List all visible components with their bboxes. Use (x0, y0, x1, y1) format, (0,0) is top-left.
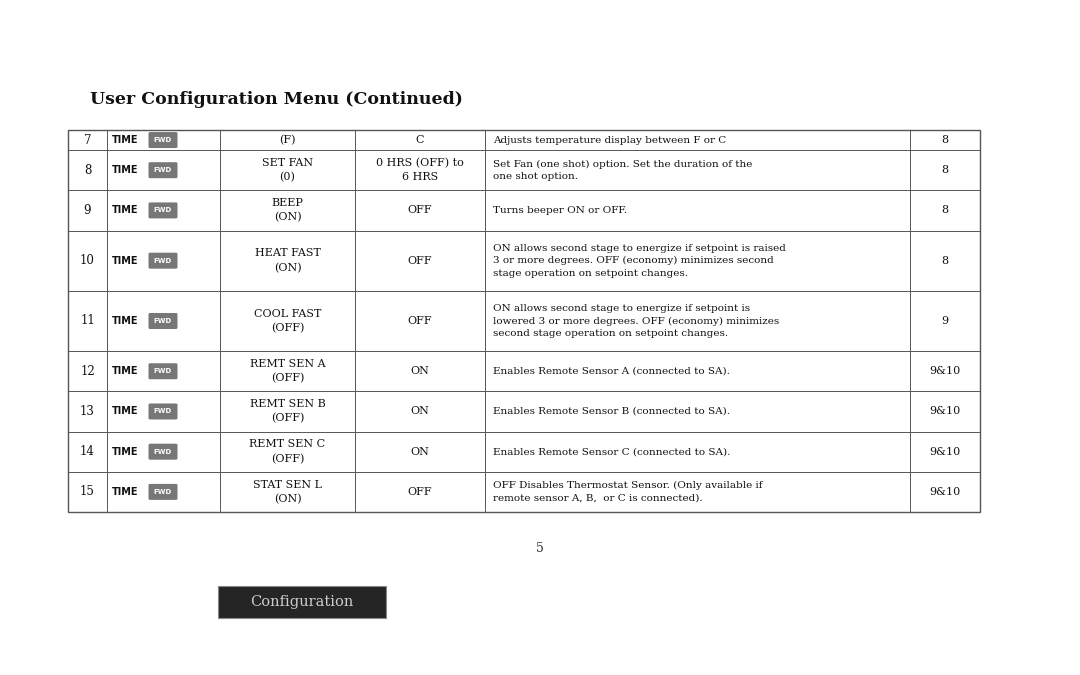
FancyBboxPatch shape (149, 162, 177, 178)
Text: 9&10: 9&10 (930, 487, 960, 497)
Text: COOL FAST
(OFF): COOL FAST (OFF) (254, 308, 321, 333)
Text: 9: 9 (942, 316, 948, 326)
Text: FWD: FWD (153, 369, 172, 374)
Text: 8: 8 (84, 164, 91, 177)
Text: FWD: FWD (153, 449, 172, 455)
Text: ON: ON (410, 447, 430, 457)
Text: 8: 8 (942, 205, 948, 215)
Text: STAT SEN L
(ON): STAT SEN L (ON) (253, 480, 322, 504)
Text: TIME: TIME (112, 316, 138, 326)
Text: SET FAN
(0): SET FAN (0) (262, 158, 313, 182)
FancyBboxPatch shape (149, 404, 177, 419)
Text: HEAT FAST
(ON): HEAT FAST (ON) (255, 248, 321, 273)
Text: 8: 8 (942, 256, 948, 266)
Text: OFF: OFF (407, 487, 432, 497)
Text: 12: 12 (80, 364, 95, 378)
Text: 0 HRS (OFF) to
6 HRS: 0 HRS (OFF) to 6 HRS (376, 158, 464, 182)
Text: Set Fan (one shot) option. Set the duration of the
one shot option.: Set Fan (one shot) option. Set the durat… (492, 159, 753, 181)
Text: REMT SEN A
(OFF): REMT SEN A (OFF) (249, 359, 325, 383)
Text: Enables Remote Sensor C (connected to SA).: Enables Remote Sensor C (connected to SA… (492, 447, 730, 456)
Text: FWD: FWD (153, 137, 172, 143)
Bar (68, 130, 980, 512)
Text: 5: 5 (536, 541, 544, 554)
FancyBboxPatch shape (149, 252, 177, 269)
Text: TIME: TIME (112, 367, 138, 376)
Text: ON: ON (410, 406, 430, 416)
Text: BEEP
(ON): BEEP (ON) (271, 198, 303, 223)
Text: REMT SEN C
(OFF): REMT SEN C (OFF) (249, 439, 325, 464)
Text: ON allows second stage to energize if setpoint is
lowered 3 or more degrees. OFF: ON allows second stage to energize if se… (492, 304, 780, 338)
Text: FWD: FWD (153, 258, 172, 264)
Text: FWD: FWD (153, 167, 172, 173)
Text: OFF: OFF (407, 205, 432, 215)
Text: TIME: TIME (112, 256, 138, 266)
FancyBboxPatch shape (149, 484, 177, 500)
Text: OFF: OFF (407, 316, 432, 326)
Text: Enables Remote Sensor B (connected to SA).: Enables Remote Sensor B (connected to SA… (492, 407, 730, 416)
Text: 9&10: 9&10 (930, 447, 960, 457)
Text: Turns beeper ON or OFF.: Turns beeper ON or OFF. (492, 206, 627, 215)
Text: ON: ON (410, 367, 430, 376)
Text: FWD: FWD (153, 489, 172, 495)
Text: C: C (416, 135, 424, 145)
Text: TIME: TIME (112, 205, 138, 215)
Text: ON allows second stage to energize if setpoint is raised
3 or more degrees. OFF : ON allows second stage to energize if se… (492, 244, 786, 278)
Text: 14: 14 (80, 446, 95, 458)
Text: Enables Remote Sensor A (connected to SA).: Enables Remote Sensor A (connected to SA… (492, 367, 730, 376)
Text: User Configuration Menu (Continued): User Configuration Menu (Continued) (90, 91, 463, 108)
Text: 8: 8 (942, 165, 948, 176)
FancyBboxPatch shape (149, 443, 177, 460)
Text: TIME: TIME (112, 447, 138, 457)
Text: FWD: FWD (153, 318, 172, 324)
FancyBboxPatch shape (149, 202, 177, 219)
Text: REMT SEN B
(OFF): REMT SEN B (OFF) (249, 399, 325, 424)
Text: Configuration: Configuration (251, 595, 353, 609)
Text: (F): (F) (280, 135, 296, 145)
FancyBboxPatch shape (149, 313, 177, 329)
Text: 9&10: 9&10 (930, 367, 960, 376)
Text: 8: 8 (942, 135, 948, 145)
Text: Adjusts temperature display between F or C: Adjusts temperature display between F or… (492, 136, 726, 144)
Text: TIME: TIME (112, 135, 138, 145)
Text: FWD: FWD (153, 408, 172, 414)
Text: OFF: OFF (407, 256, 432, 266)
Text: 9&10: 9&10 (930, 406, 960, 416)
Text: 7: 7 (84, 134, 91, 146)
Text: OFF Disables Thermostat Sensor. (Only available if
remote sensor A, B,  or C is : OFF Disables Thermostat Sensor. (Only av… (492, 481, 762, 503)
Text: 13: 13 (80, 405, 95, 418)
Text: 15: 15 (80, 485, 95, 498)
Text: FWD: FWD (153, 207, 172, 213)
FancyBboxPatch shape (149, 363, 177, 379)
Text: TIME: TIME (112, 487, 138, 497)
FancyBboxPatch shape (149, 132, 177, 148)
Text: 10: 10 (80, 254, 95, 267)
Text: TIME: TIME (112, 406, 138, 416)
Text: 11: 11 (80, 315, 95, 327)
Bar (218, 586, 386, 618)
Text: TIME: TIME (112, 165, 138, 176)
Text: 9: 9 (84, 204, 91, 217)
